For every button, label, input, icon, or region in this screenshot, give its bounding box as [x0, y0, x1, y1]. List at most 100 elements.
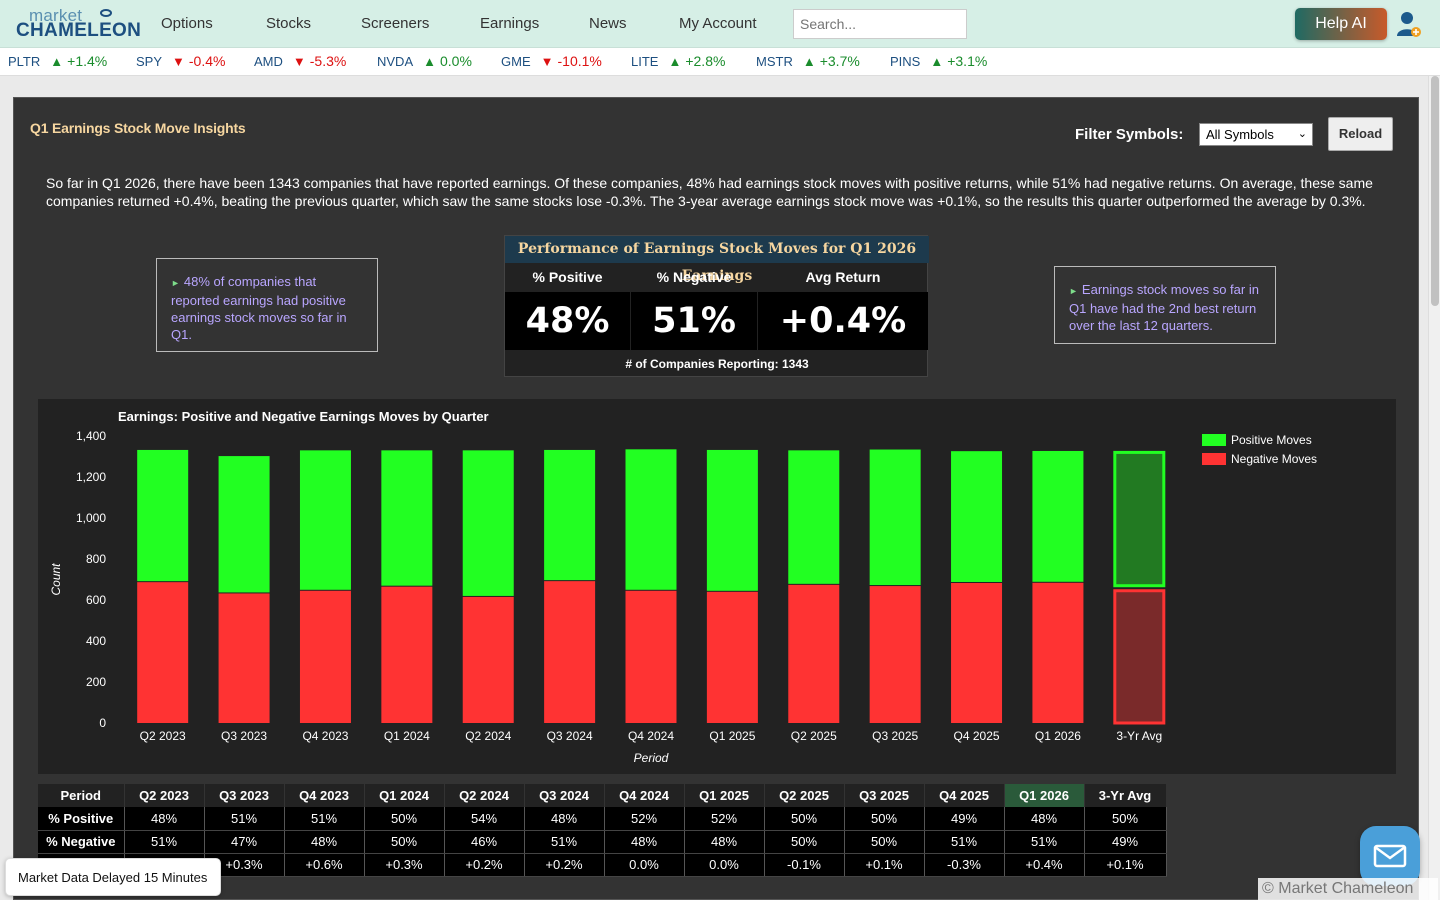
- nav-news[interactable]: News: [589, 15, 627, 32]
- bar-negative: [625, 590, 677, 723]
- filter-label: Filter Symbols:: [1075, 126, 1184, 143]
- bar-negative: [869, 586, 921, 723]
- reload-button[interactable]: Reload: [1328, 117, 1393, 151]
- performance-title: Performance of Earnings Stock Moves for …: [505, 236, 929, 284]
- table-cell: 50%: [844, 807, 925, 831]
- table-cell: 48%: [604, 830, 685, 854]
- table-cell: +0.2%: [444, 853, 525, 877]
- table-cell: 51%: [1004, 830, 1085, 854]
- ticker-strip: PLTR ▲ +1.4% SPY ▼ -0.4% AMD ▼ -5.3% NVDA ▲ 0.0%…: [0, 48, 1440, 76]
- earnings-data-table: Period Q2 2023 Q3 2023 Q4 2023 Q1 2024 Q2 202…: [38, 784, 1167, 877]
- x-tick-label: Q3 2024: [547, 729, 593, 743]
- table-cell: 50%: [1084, 807, 1167, 831]
- ticker-item[interactable]: NVDA ▲ 0.0%: [377, 53, 472, 69]
- triangle-bullet-icon: ►: [171, 278, 180, 288]
- x-axis-label: Period: [634, 751, 669, 765]
- table-cell: 48%: [684, 830, 765, 854]
- table-header-cell: Q4 2025: [924, 784, 1005, 807]
- bar-positive: [1032, 450, 1084, 582]
- table-cell: 51%: [284, 807, 365, 831]
- filter-symbols-select[interactable]: All Symbols ⌄: [1199, 123, 1313, 146]
- site-logo[interactable]: market CHAMELEON: [16, 6, 141, 42]
- legend-label: Negative Moves: [1231, 452, 1317, 466]
- arrow-up-icon: ▲: [668, 54, 682, 69]
- arrow-up-icon: ▲: [930, 54, 944, 69]
- companies-reporting-count: # of Companies Reporting: 1343: [625, 357, 809, 371]
- perf-value-negative: 51%: [631, 292, 757, 350]
- bar-negative: [951, 582, 1003, 723]
- arrow-up-icon: ▲: [802, 54, 816, 69]
- bar-positive: [218, 456, 270, 593]
- triangle-bullet-icon: ►: [1069, 286, 1078, 296]
- nav-earnings[interactable]: Earnings: [480, 15, 540, 32]
- bar-positive: [544, 449, 596, 581]
- nav-screeners[interactable]: Screeners: [361, 15, 430, 32]
- bar-positive: [137, 449, 189, 582]
- note-left: ► 48% of companies that reported earnings…: [156, 258, 378, 352]
- table-header-cell: Q2 2023: [124, 784, 205, 807]
- delayed-data-notice: Market Data Delayed 15 Minutes: [5, 858, 221, 896]
- y-tick-label: 0: [99, 716, 106, 730]
- chart-title: Earnings: Positive and Negative Earnings…: [118, 409, 489, 424]
- page-scrollbar[interactable]: [1428, 76, 1440, 900]
- arrow-down-icon: ▼: [172, 54, 185, 69]
- scrollbar-thumb[interactable]: [1431, 76, 1439, 306]
- table-header-cell: Q3 2023: [204, 784, 285, 807]
- table-row-label: % Negative: [38, 830, 125, 854]
- table-cell: 50%: [364, 807, 445, 831]
- table-cell: +0.3%: [364, 853, 445, 877]
- arrow-down-icon: ▼: [292, 54, 306, 69]
- summary-text: So far in Q1 2026, there have been 1343 …: [46, 175, 1373, 209]
- contact-mail-button[interactable]: [1360, 826, 1420, 886]
- performance-box: Performance of Earnings Stock Moves for …: [504, 235, 929, 377]
- y-tick-label: 400: [86, 634, 106, 648]
- perf-header-positive: % Positive: [532, 269, 603, 285]
- arrow-down-icon: ▼: [540, 54, 554, 69]
- nav-my-account[interactable]: My Account: [679, 15, 757, 32]
- legend-label: Positive Moves: [1231, 433, 1312, 447]
- note-right: ► Earnings stock moves so far in Q1 have …: [1054, 266, 1276, 344]
- x-tick-label: Q3 2025: [872, 729, 918, 743]
- perf-header-negative: % Negative: [656, 269, 732, 285]
- table-cell: 0.0%: [684, 853, 765, 877]
- bar-negative: [381, 586, 433, 723]
- logo-eye-icon: [100, 9, 112, 17]
- table-cell: +0.1%: [1084, 853, 1167, 877]
- table-cell: 46%: [444, 830, 525, 854]
- ticker-item[interactable]: PINS ▲ +3.1%: [890, 53, 988, 69]
- ticker-item[interactable]: PLTR ▲ +1.4%: [8, 53, 108, 69]
- ticker-item[interactable]: SPY ▼ -0.4%: [136, 53, 226, 69]
- table-cell: 0.0%: [604, 853, 685, 877]
- ticker-item[interactable]: GME ▼ -10.1%: [501, 53, 602, 69]
- ticker-item[interactable]: LITE ▲ +2.8%: [631, 53, 726, 69]
- y-tick-label: 200: [86, 675, 106, 689]
- table-cell: 50%: [764, 807, 845, 831]
- table-cell: -0.1%: [764, 853, 845, 877]
- bar-negative: [462, 596, 514, 723]
- table-cell: 51%: [524, 830, 605, 854]
- table-cell: +0.4%: [1004, 853, 1085, 877]
- perf-header-avg-return: Avg Return: [805, 269, 881, 285]
- table-cell: 54%: [444, 807, 525, 831]
- table-cell: 51%: [204, 807, 285, 831]
- x-tick-label: Q2 2024: [465, 729, 511, 743]
- table-cell: 51%: [924, 830, 1005, 854]
- nav-stocks[interactable]: Stocks: [266, 15, 312, 32]
- x-tick-label: Q4 2025: [954, 729, 1000, 743]
- ticker-item[interactable]: MSTR ▲ +3.7%: [756, 53, 860, 69]
- search-input[interactable]: [793, 9, 967, 39]
- table-header-cell: Q3 2024: [524, 784, 605, 807]
- bar-negative: [788, 584, 840, 723]
- bar-positive: [462, 450, 514, 596]
- nav-options[interactable]: Options: [161, 15, 213, 32]
- y-tick-label: 1,400: [76, 429, 106, 443]
- bar-negative: [706, 591, 758, 723]
- bar-negative: [218, 593, 270, 723]
- table-cell: 50%: [364, 830, 445, 854]
- user-account-icon[interactable]: [1396, 10, 1422, 38]
- mail-icon: [1373, 844, 1407, 868]
- y-tick-label: 1,200: [76, 470, 106, 484]
- bar-positive: [951, 451, 1003, 582]
- help-ai-button[interactable]: Help AI: [1295, 8, 1387, 40]
- ticker-item[interactable]: AMD ▼ -5.3%: [254, 53, 347, 69]
